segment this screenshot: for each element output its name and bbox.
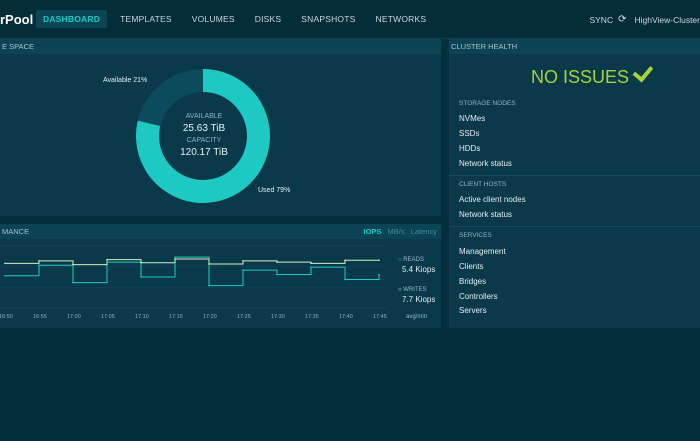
used-slice-label: Used 79% [258,187,291,194]
storage-item-ssds[interactable]: SSDs [459,129,480,138]
space-panel-title: E SPACE [0,39,441,54]
tab-iops[interactable]: IOPS [363,227,382,236]
x-tick-label: 17:35 [305,314,319,320]
donut-slice-available[interactable] [137,69,203,126]
reads-data-point [38,264,40,267]
top-right-controls: SYNC ⟳ HighView-Cluster [589,14,700,25]
capacity-label: CAPACITY [186,137,222,144]
x-tick-label: 17:05 [101,314,115,320]
cluster-name[interactable]: HighView-Cluster [634,14,700,25]
x-tick-label: 17:10 [135,314,149,320]
nav-volumes[interactable]: VOLUMES [191,14,235,24]
writes-data-point [242,260,244,262]
x-tick-label: 16:50 [0,314,13,320]
storage-item-network-status[interactable]: Network status [459,159,512,168]
reads-data-point [4,274,6,277]
services-title: SERVICES [459,232,492,239]
reads-data-point [72,281,74,284]
x-tick-label: 17:45 [373,314,387,320]
service-item-bridges[interactable]: Bridges [459,277,487,286]
client-item-active-nodes[interactable]: Active client nodes [459,195,526,204]
x-tick-label: 17:15 [169,314,183,320]
service-item-clients[interactable]: Clients [459,262,484,271]
checkmark-icon [632,60,654,83]
storage-item-nvmes[interactable]: NVMes [459,114,486,123]
main-nav: DASHBOARD TEMPLATES VOLUMES DISKS SNAPSH… [36,9,439,29]
nav-dashboard[interactable]: DASHBOARD [36,10,108,28]
reads-data-point [208,284,210,287]
x-tick-label: 16:55 [33,314,47,320]
sync-icon[interactable]: ⟳ [618,14,627,25]
available-label: AVAILABLE [185,113,223,120]
writes-data-point [4,262,6,265]
sync-label[interactable]: SYNC [589,14,614,25]
writes-data-point [140,261,142,264]
writes-data-point [344,259,346,262]
x-tick-label: 17:30 [271,314,285,320]
service-item-management[interactable]: Management [459,247,506,256]
writes-data-point [72,263,74,266]
nav-disks[interactable]: DISKS [254,14,282,24]
writes-data-point [106,258,108,261]
health-divider [449,175,700,176]
reads-data-point [378,273,380,276]
reads-series-line [5,256,380,287]
reads-data-point [140,276,142,278]
brand-logo[interactable]: rPool [0,12,34,27]
reads-legend-label: READS [403,257,424,263]
writes-legend-label: WRITES [403,287,427,293]
reads-data-point [174,256,176,258]
performance-tabs: IOPS MB/s Latency [360,224,438,239]
capacity-value: 120.17 TiB [180,147,228,158]
space-panel: E SPACE Available 21% Used 79% AVAILABLE… [0,39,441,216]
performance-panel-title: MANCE [2,227,30,236]
health-status-text: NO ISSUES [531,67,630,87]
nav-snapshots[interactable]: SNAPSHOTS [301,14,356,24]
writes-data-point [276,261,278,263]
health-status: NO ISSUES [531,60,654,88]
performance-panel: MANCE IOPS MB/s Latency 16:50 16:55 17:00 1… [0,224,441,328]
x-tick-label: 17:40 [339,314,353,320]
reads-data-point [242,269,244,271]
writes-data-point [38,260,40,262]
available-value: 25.63 TiB [182,123,226,134]
writes-legend: ○ WRITES [398,287,427,293]
reads-data-point [310,266,312,268]
storage-item-hdds[interactable]: HDDs [459,144,481,153]
health-divider [449,226,700,227]
reads-value: 5.4 Kiops [402,265,436,274]
available-slice-label: Available 21% [103,77,148,84]
x-tick-label: 17:25 [237,314,251,320]
top-navigation: rPool DASHBOARD TEMPLATES VOLUMES DISKS … [0,0,700,39]
writes-data-point [174,258,176,260]
donut-slice-used[interactable] [136,69,270,203]
writes-data-point [378,259,380,262]
nav-templates[interactable]: TEMPLATES [120,14,172,24]
reads-data-point [344,278,346,281]
writes-data-point [310,262,312,265]
performance-panel-header: MANCE IOPS MB/s Latency [0,224,441,239]
tab-mbps[interactable]: MB/s [387,227,405,236]
writes-data-point [208,263,210,265]
service-item-controllers[interactable]: Controllers [459,292,498,301]
x-tick-label: 17:20 [203,314,217,320]
tab-latency[interactable]: Latency [410,227,437,236]
cluster-health-panel: CLUSTER HEALTH NO ISSUES STORAGE NODES N… [449,39,700,328]
cluster-health-title: CLUSTER HEALTH [449,39,700,54]
reads-data-point [106,261,108,263]
x-tick-label: 17:00 [67,314,81,320]
writes-value: 7.7 Kiops [402,295,436,304]
storage-nodes-title: STORAGE NODES [459,100,516,107]
space-donut-chart [136,69,270,203]
reads-data-point [276,273,278,276]
nav-networks[interactable]: NETWORKS [375,14,427,24]
service-item-servers[interactable]: Servers [459,306,487,315]
writes-series-line [5,258,379,266]
client-item-network-status[interactable]: Network status [459,210,512,219]
reads-legend: ○ READS [398,257,424,263]
client-hosts-title: CLIENT HOSTS [459,181,507,188]
performance-line-chart [0,245,388,309]
avg-label: avg/min [406,314,428,320]
